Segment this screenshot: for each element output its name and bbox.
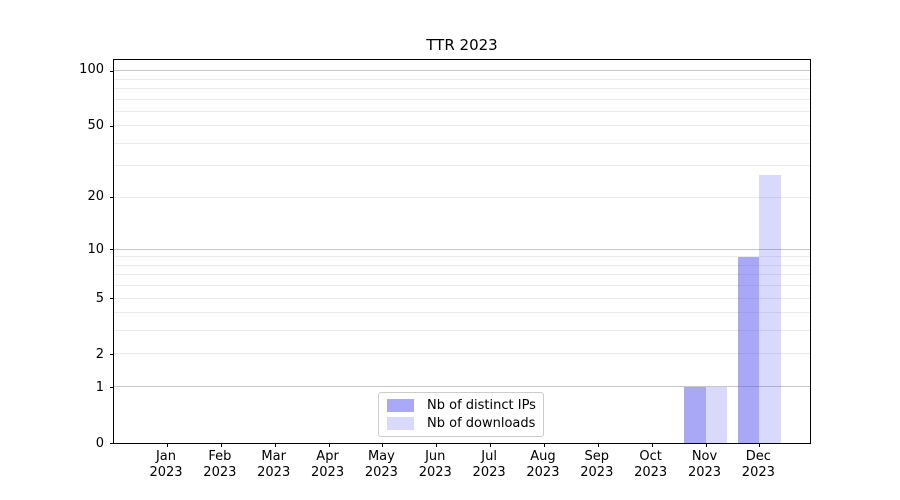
x-tick-label: Apr 2023 (298, 449, 358, 481)
x-tick-label-year: 2023 (472, 465, 506, 480)
x-tick-label-month: Jul (481, 449, 497, 464)
minor-gridline (114, 264, 810, 266)
y-tick-mark (110, 70, 114, 72)
x-tick-label-year: 2023 (203, 465, 237, 480)
x-tick-label-year: 2023 (687, 465, 722, 480)
y-tick-mark (110, 386, 114, 388)
minor-gridline (114, 330, 810, 332)
x-tick-label: Oct 2023 (621, 449, 681, 481)
x-tick-label-month: Apr (316, 449, 339, 464)
x-tick-label: Sep 2023 (567, 449, 627, 481)
x-tick-mark (436, 443, 438, 447)
y-tick-label: 10 (87, 241, 104, 257)
y-tick-mark (110, 442, 114, 444)
x-tick-mark (274, 443, 276, 447)
x-tick-mark (382, 443, 384, 447)
minor-gridline (114, 98, 810, 100)
minor-gridline (114, 285, 810, 287)
x-tick-label-year: 2023 (526, 465, 560, 480)
y-tick-label: 5 (95, 290, 104, 306)
major-gridline (114, 386, 810, 388)
x-tick-label: Feb 2023 (190, 449, 250, 481)
minor-gridline (114, 274, 810, 276)
y-tick-label: 50 (87, 117, 104, 133)
x-tick-label-year: 2023 (580, 465, 614, 480)
minor-gridline (114, 165, 810, 167)
x-tick-label-month: Sep (584, 449, 610, 464)
x-tick-label-year: 2023 (634, 465, 668, 480)
legend-item-distinct-ips: Nb of distinct IPs (379, 398, 543, 413)
x-tick-label-month: Aug (530, 449, 556, 464)
y-tick-label: 2 (95, 347, 104, 363)
y-tick-mark (110, 197, 114, 199)
y-tick-label: 20 (87, 189, 104, 205)
x-tick-mark (328, 443, 330, 447)
minor-gridline (114, 256, 810, 258)
legend: Nb of distinct IPs Nb of downloads (378, 392, 544, 437)
minor-gridline (114, 142, 810, 144)
x-tick-mark (759, 443, 761, 447)
x-tick-label: Mar 2023 (244, 449, 304, 481)
y-tick-label: 0 (95, 436, 104, 451)
x-tick-label-month: Mar (261, 449, 286, 464)
x-tick-label-year: 2023 (741, 465, 775, 480)
x-tick-label-month: Jan (155, 449, 177, 464)
x-tick-label-year: 2023 (149, 465, 183, 480)
minor-gridline (114, 125, 810, 127)
x-tick-label-month: Oct (639, 449, 662, 464)
x-tick-label-month: Jun (425, 449, 446, 464)
bar-downloads-nov (705, 387, 727, 443)
x-tick-label-year: 2023 (311, 465, 345, 480)
x-tick-label: Nov 2023 (675, 449, 735, 481)
minor-gridline (114, 196, 810, 198)
minor-gridline (114, 297, 810, 299)
y-tick-mark (110, 249, 114, 251)
x-tick-label-month: Feb (208, 449, 232, 464)
x-tick-label-month: Nov (691, 449, 718, 464)
x-tick-mark (651, 443, 653, 447)
y-tick-label: 100 (79, 62, 104, 78)
y-tick-mark (110, 353, 114, 355)
minor-gridline (114, 312, 810, 314)
x-tick-mark (220, 443, 222, 447)
bar-downloads-dec (759, 174, 781, 443)
plot-area (110, 59, 811, 447)
x-tick-mark (543, 443, 545, 447)
x-tick-label-year: 2023 (364, 465, 398, 480)
legend-label-distinct-ips: Nb of distinct IPs (427, 398, 536, 414)
legend-label-downloads: Nb of downloads (427, 415, 536, 431)
legend-swatch-downloads (387, 416, 414, 430)
x-tick-mark (490, 443, 492, 447)
bar-distinct-ips-dec (737, 257, 760, 443)
x-tick-mark (597, 443, 599, 447)
minor-gridline (114, 110, 810, 112)
legend-swatch-distinct-ips (387, 399, 414, 413)
x-tick-mark (167, 443, 168, 447)
x-tick-label-year: 2023 (418, 465, 452, 480)
x-tick-mark (705, 443, 707, 447)
minor-gridline (114, 78, 810, 80)
chart-title: TTR 2023 (426, 36, 498, 54)
legend-item-downloads: Nb of downloads (379, 416, 543, 431)
x-tick-label: Jan 2023 (136, 449, 196, 481)
x-tick-label: Dec 2023 (728, 449, 788, 481)
y-tick-mark (110, 125, 114, 127)
x-tick-label-month: May (367, 449, 395, 464)
x-tick-label: Aug 2023 (513, 449, 573, 481)
x-tick-label: Jun 2023 (405, 449, 465, 481)
minor-gridline (114, 353, 810, 355)
x-tick-label-year: 2023 (257, 465, 291, 480)
x-tick-label: May 2023 (351, 449, 411, 481)
y-tick-mark (110, 298, 114, 300)
major-gridline (114, 248, 810, 250)
x-tick-label-month: Dec (745, 449, 771, 464)
y-tick-label: 1 (95, 379, 104, 395)
bar-distinct-ips-nov (684, 387, 706, 443)
x-tick-label: Jul 2023 (459, 449, 519, 481)
minor-gridline (114, 87, 810, 89)
major-gridline (114, 70, 810, 72)
